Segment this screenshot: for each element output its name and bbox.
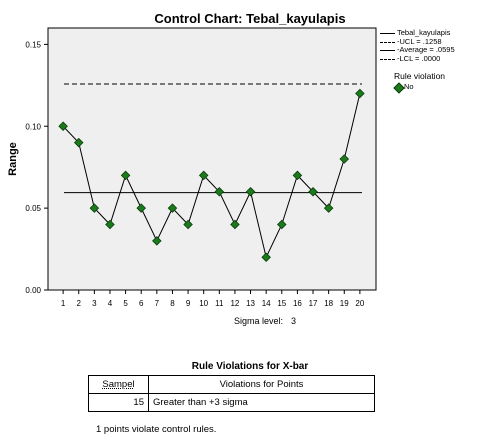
plot-area bbox=[47, 27, 377, 291]
x-tick-label: 19 bbox=[340, 299, 349, 308]
data-point-marker bbox=[292, 170, 303, 181]
data-point-marker bbox=[89, 203, 100, 213]
violations-table: Sampel Violations for Points 15 Greater … bbox=[88, 375, 375, 412]
y-tick-label: 0.15 bbox=[25, 40, 41, 49]
violations-table-title: Rule Violations for X-bar bbox=[191, 361, 309, 372]
data-point-marker bbox=[323, 203, 334, 213]
x-tick-label: 6 bbox=[139, 299, 144, 308]
data-point-marker bbox=[105, 219, 115, 230]
x-tick-label: 16 bbox=[293, 299, 302, 308]
data-point-marker bbox=[58, 121, 68, 132]
x-tick-label: 20 bbox=[355, 299, 364, 308]
data-point-marker bbox=[167, 203, 178, 213]
x-tick-label: 4 bbox=[108, 299, 113, 308]
control-chart: 0.000.050.100.151 2 3 4 5 6 7 8 9 10 11 12 13 14 15 16 1… bbox=[7, 27, 377, 308]
legend: Tebal_kayulapis -UCL = .1258 -Average = … bbox=[380, 28, 476, 95]
table-header-row: Sampel Violations for Points bbox=[88, 375, 375, 394]
x-tick-label: 9 bbox=[186, 299, 191, 308]
x-tick-label: 17 bbox=[309, 299, 318, 308]
series bbox=[58, 88, 365, 263]
legend-item-average: -Average = .0595 bbox=[380, 45, 476, 55]
legend-item-ucl: -UCL = .1258 bbox=[380, 36, 476, 47]
data-point-marker bbox=[73, 137, 84, 148]
rule-violation-item: No bbox=[380, 82, 476, 95]
y-axis-label: Range bbox=[7, 142, 19, 176]
data-point-marker bbox=[339, 154, 350, 164]
y-tick-label: 0.05 bbox=[25, 204, 41, 213]
x-tick-label: 18 bbox=[324, 299, 333, 308]
y-tick-label: 0.00 bbox=[25, 286, 41, 295]
x-tick-label: 10 bbox=[199, 299, 208, 308]
chart-title: Control Chart: Tebal_kayulapis bbox=[154, 11, 346, 26]
x-tick-label: 1 bbox=[61, 299, 66, 308]
x-tick-label: 12 bbox=[230, 299, 239, 308]
sigma-level-value: 3 bbox=[291, 316, 297, 326]
table-row: 15 Greater than +3 sigma bbox=[88, 393, 375, 412]
data-point-marker bbox=[245, 186, 256, 197]
legend-item-series: Tebal_kayulapis bbox=[380, 28, 476, 38]
data-point-marker bbox=[120, 170, 131, 181]
y-tick-label: 0.10 bbox=[25, 122, 41, 131]
legend-average-label: -Average = .0595 bbox=[397, 45, 455, 55]
data-point-marker bbox=[214, 186, 225, 197]
legend-ucl-label: -UCL = .1258 bbox=[397, 36, 442, 46]
x-tick-label: 14 bbox=[262, 299, 271, 308]
series-line bbox=[62, 93, 361, 259]
data-point-marker bbox=[198, 170, 209, 181]
sigma-level-label: Sigma level: bbox=[234, 316, 284, 326]
x-tick-label: 15 bbox=[277, 299, 286, 308]
table-cell-violation: Greater than +3 sigma bbox=[148, 393, 375, 412]
data-point-marker bbox=[230, 219, 240, 230]
footnote: 1 points violate control rules. bbox=[96, 424, 217, 435]
legend-series-label: Tebal_kayulapis bbox=[397, 28, 451, 37]
x-tick-label: 3 bbox=[92, 299, 97, 308]
x-tick-label: 8 bbox=[170, 299, 175, 308]
data-point-marker bbox=[183, 219, 193, 230]
table-header-violations: Violations for Points bbox=[148, 375, 375, 394]
x-tick-label: 7 bbox=[155, 299, 160, 308]
x-tick-label: 13 bbox=[246, 299, 255, 308]
legend-lcl-label: -LCL = .0000 bbox=[397, 53, 441, 63]
data-point-marker bbox=[152, 236, 162, 246]
legend-item-lcl: -LCL = .0000 bbox=[380, 53, 476, 64]
table-cell-sample: 15 bbox=[88, 393, 149, 412]
data-point-marker bbox=[261, 252, 271, 263]
data-point-marker bbox=[277, 219, 287, 230]
x-tick-label: 5 bbox=[123, 299, 128, 308]
data-point-marker bbox=[308, 186, 318, 197]
data-point-marker bbox=[355, 88, 365, 99]
x-tick-label: 2 bbox=[77, 299, 82, 308]
rule-violation-value: No bbox=[404, 82, 414, 92]
x-tick-label: 11 bbox=[215, 299, 224, 308]
axes: 0.000.050.100.151 2 3 4 5 6 7 8 9 10 11 12 13 14 15 16 1… bbox=[25, 40, 364, 308]
data-point-marker bbox=[136, 203, 146, 213]
table-header-sample: Sampel bbox=[88, 375, 149, 394]
rule-violation-title: Rule violation bbox=[394, 71, 446, 82]
